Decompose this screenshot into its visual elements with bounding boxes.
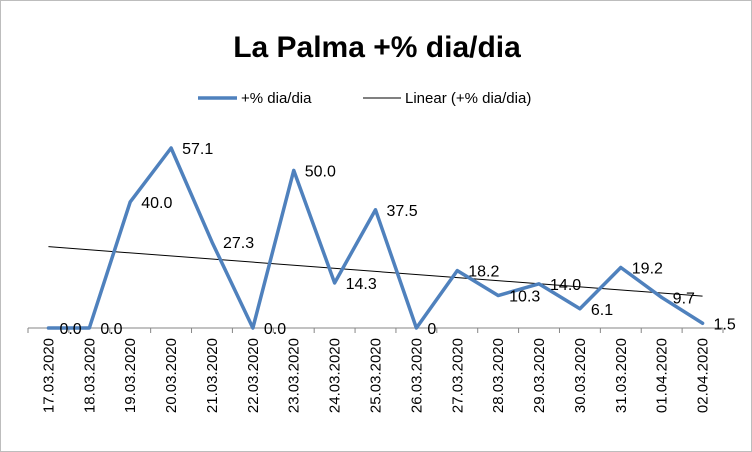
x-tick-label: 17.03.2020 [40, 338, 57, 413]
data-point [578, 307, 582, 311]
chart-title: La Palma +% dia/dia [233, 31, 521, 64]
legend-series-label: +% dia/dia [241, 90, 312, 107]
data-label: 0.0 [264, 321, 286, 338]
x-tick-label: 01.04.2020 [654, 338, 671, 413]
x-tick-label: 31.03.2020 [613, 338, 630, 413]
x-tick-label: 26.03.2020 [408, 338, 425, 413]
data-label: 0.0 [59, 321, 81, 338]
data-label: 37.5 [387, 203, 418, 220]
x-tick-label: 02.04.2020 [695, 338, 712, 413]
data-point [455, 269, 459, 273]
data-point [333, 281, 337, 285]
data-point [169, 146, 173, 150]
data-point [701, 321, 705, 325]
data-point [292, 168, 296, 172]
x-tick-label: 30.03.2020 [572, 338, 589, 413]
data-label: 1.5 [714, 316, 736, 333]
trendline [48, 246, 703, 297]
data-label: 27.3 [223, 235, 254, 252]
x-tick-label: 25.03.2020 [368, 338, 385, 413]
data-point [251, 326, 255, 330]
data-label: 6.1 [591, 302, 613, 319]
x-tick-label: 24.03.2020 [327, 338, 344, 413]
data-label: 14.0 [550, 277, 581, 294]
x-tick-label: 18.03.2020 [81, 338, 98, 413]
data-point [660, 295, 664, 299]
data-label: 0.0 [100, 321, 122, 338]
x-axis-ticks [27, 328, 724, 333]
data-label: 0 [427, 321, 436, 338]
data-labels-layer: 0.0 0.0 40.0 57.1 27.3 0.0 50.0 14.3 37.5 0 18.2 10… [59, 141, 735, 338]
data-label: 50.0 [305, 163, 336, 180]
data-point [414, 326, 418, 330]
series-layer [46, 146, 705, 330]
x-tick-label: 20.03.2020 [163, 338, 180, 413]
x-tick-labels-layer: 17.03.2020 18.03.2020 19.03.2020 20.03.2020… [40, 338, 711, 413]
x-tick-label: 23.03.2020 [286, 338, 303, 413]
x-tick-label: 29.03.2020 [531, 338, 548, 413]
data-label: 19.2 [632, 260, 663, 277]
data-label: 40.0 [141, 195, 172, 212]
legend-trendline-label: Linear (+% dia/dia) [405, 90, 531, 107]
data-point [374, 208, 377, 212]
x-tick-label: 22.03.2020 [245, 338, 262, 413]
data-point [87, 326, 91, 330]
data-label: 18.2 [468, 264, 499, 281]
trendline-layer [48, 246, 703, 297]
data-label: 57.1 [182, 141, 213, 158]
data-point [619, 265, 623, 269]
x-tick-label: 19.03.2020 [122, 338, 139, 413]
x-tick-label: 21.03.2020 [204, 338, 221, 413]
data-point [46, 326, 50, 330]
x-tick-label: 27.03.2020 [449, 338, 466, 413]
data-label: 14.3 [346, 276, 377, 293]
data-point [537, 282, 541, 286]
data-point [210, 240, 214, 244]
x-tick-label: 28.03.2020 [490, 338, 507, 413]
data-point [128, 200, 132, 204]
data-label: 10.3 [509, 289, 540, 306]
data-label: 9.7 [673, 290, 695, 307]
data-point [496, 294, 500, 298]
legend: +% dia/dia Linear (+% dia/dia) [198, 90, 531, 107]
